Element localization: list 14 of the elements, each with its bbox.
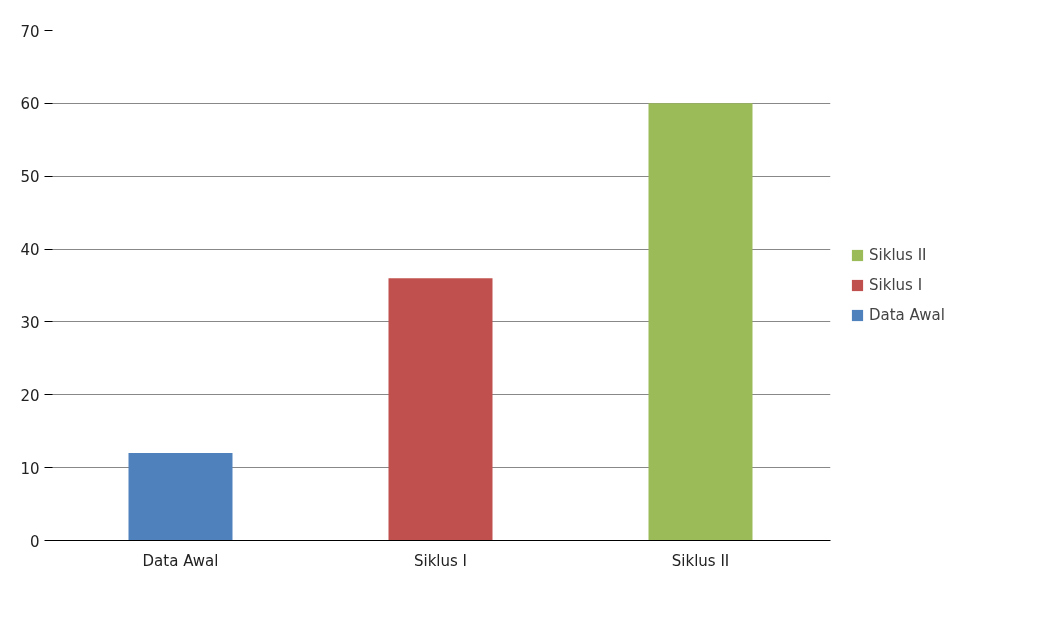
x-tick-label: Siklus I	[413, 551, 468, 570]
y-tick-label: 10	[20, 459, 40, 478]
legend-label: Siklus I	[869, 276, 923, 294]
x-tick-label: Data Awal	[142, 551, 219, 570]
legend-label: Data Awal	[869, 306, 945, 324]
y-tick-label: 30	[20, 313, 40, 332]
y-tick-label: 20	[20, 386, 40, 405]
y-tick-label: 0	[29, 532, 40, 551]
y-tick-label: 40	[20, 241, 40, 260]
y-tick-label: 50	[20, 168, 40, 187]
y-tick-label: 70	[20, 22, 40, 41]
y-tick-label: 60	[20, 95, 40, 114]
legend-label: Siklus II	[869, 246, 927, 264]
x-tick-label: Siklus II	[671, 551, 730, 570]
